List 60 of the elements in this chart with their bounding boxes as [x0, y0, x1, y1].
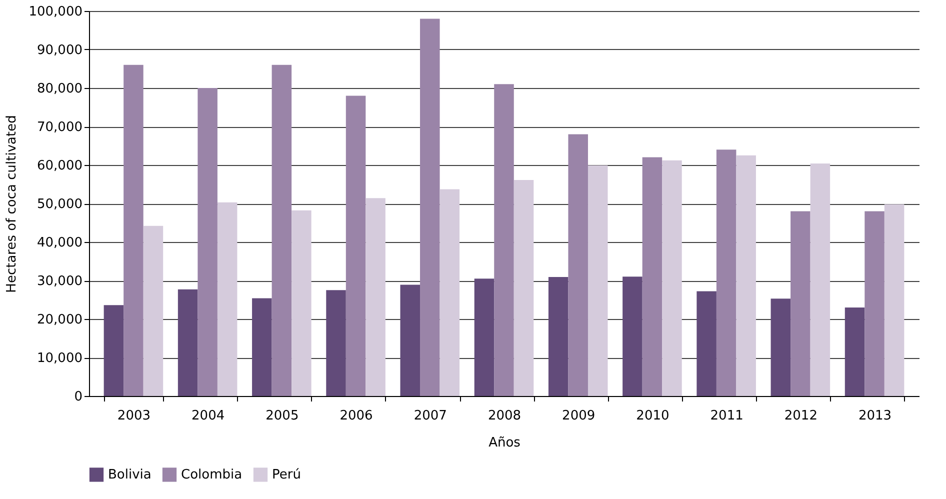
y-tick-label: 30,000	[37, 274, 82, 289]
y-tick-label: 20,000	[37, 312, 82, 328]
bar	[642, 157, 662, 396]
bar	[217, 202, 238, 396]
bar	[420, 18, 440, 396]
legend-label: Colombia	[181, 468, 242, 483]
bar	[736, 155, 756, 396]
x-tick-label: 2010	[636, 408, 670, 424]
legend-label: Perú	[272, 468, 301, 483]
y-tick-label: 80,000	[37, 82, 82, 96]
y-tick-label: 60,000	[37, 158, 82, 174]
bar	[770, 298, 791, 396]
bar	[622, 276, 642, 396]
bar	[494, 84, 514, 396]
legend-label: Bolivia	[108, 468, 152, 483]
y-tick-label: 90,000	[37, 43, 82, 58]
x-tick-label: 2012	[784, 408, 818, 424]
bar	[104, 305, 124, 396]
bar	[178, 289, 198, 396]
y-axis-title: Hectares of coca cultivated	[4, 115, 20, 293]
bar	[252, 298, 272, 396]
bar	[346, 96, 366, 396]
bar	[716, 150, 736, 396]
x-tick-label: 2013	[858, 408, 892, 424]
y-tick-label: 50,000	[37, 197, 82, 212]
y-tick-label: 0	[74, 390, 82, 404]
bar	[844, 307, 865, 396]
bar	[272, 64, 292, 396]
bar	[696, 291, 716, 396]
x-axis-title: Años	[488, 436, 521, 450]
x-tick-label: 2006	[340, 408, 373, 424]
y-tick-label: 40,000	[37, 236, 82, 250]
bar	[864, 211, 884, 396]
x-tick-label: 2007	[414, 408, 447, 424]
y-tick-label: 10,000	[37, 351, 82, 366]
bar	[810, 163, 830, 396]
bar	[440, 189, 460, 396]
y-tick-label: 70,000	[37, 120, 82, 135]
bar	[568, 134, 588, 396]
bar	[588, 165, 608, 396]
x-tick-label: 2003	[117, 408, 151, 424]
bar	[366, 198, 386, 396]
bar	[884, 204, 904, 396]
bar	[124, 64, 144, 396]
x-tick-label: 2005	[266, 408, 299, 424]
bar	[326, 290, 346, 396]
bar	[292, 210, 312, 396]
x-tick-label: 2009	[562, 408, 596, 424]
bar	[474, 278, 494, 396]
x-tick-label: 2011	[710, 408, 744, 424]
bar	[548, 277, 568, 396]
bar	[400, 284, 420, 396]
bar	[514, 180, 534, 396]
x-tick-label: 2004	[192, 408, 225, 424]
bar	[143, 226, 164, 396]
x-tick-label: 2008	[488, 408, 522, 424]
bar	[198, 88, 218, 396]
bar	[790, 211, 810, 396]
bar	[662, 160, 682, 396]
y-tick-label: 100,000	[28, 4, 82, 20]
